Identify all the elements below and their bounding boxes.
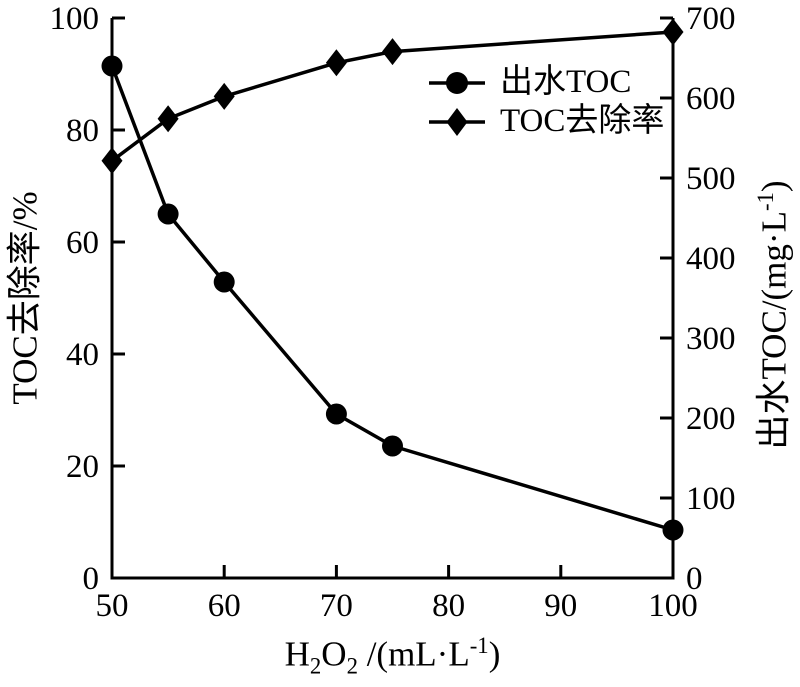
x-tick-label: 50 bbox=[96, 588, 129, 624]
x-axis-title: H2O2 /(mL·L-1) bbox=[284, 633, 501, 679]
y-left-tick-label: 60 bbox=[66, 225, 99, 261]
x-axis-title-text: H bbox=[284, 634, 310, 674]
y-left-tick-label: 80 bbox=[66, 113, 99, 149]
y-left-tick-label: 20 bbox=[66, 449, 99, 485]
y-right-tick-label: 200 bbox=[686, 401, 736, 437]
data-point-circle bbox=[213, 271, 235, 293]
x-tick-label: 100 bbox=[648, 588, 698, 624]
y-right-tick-label: 300 bbox=[686, 321, 736, 357]
data-point-diamond bbox=[382, 38, 403, 66]
data-point-diamond bbox=[157, 105, 179, 133]
y-right-tick-label: 400 bbox=[686, 241, 736, 277]
data-point-circle bbox=[662, 519, 684, 541]
legend-item-toc-removal: TOC去除率 bbox=[428, 105, 664, 138]
x-tick-label: 90 bbox=[544, 588, 577, 624]
x-tick-label: 80 bbox=[432, 588, 465, 624]
data-point-circle bbox=[101, 55, 123, 77]
data-point-circle bbox=[157, 203, 179, 225]
data-point-diamond bbox=[662, 18, 684, 46]
data-point-diamond bbox=[213, 82, 235, 110]
legend-diamond-marker-icon bbox=[429, 107, 485, 136]
legend: 出水TOC TOC去除率 bbox=[428, 66, 664, 138]
y-right-tick-label: 500 bbox=[686, 161, 736, 197]
axis-spines bbox=[110, 18, 675, 580]
series-line-circle bbox=[110, 65, 674, 532]
x-tick-label: 60 bbox=[208, 588, 241, 624]
legend-item-label: 出水TOC bbox=[500, 64, 632, 100]
data-point-circle bbox=[325, 403, 347, 425]
y-right-tick-label: 0 bbox=[686, 561, 703, 597]
data-point-circle bbox=[382, 435, 403, 457]
data-point-diamond bbox=[325, 49, 347, 77]
x-tick-label: 70 bbox=[320, 588, 353, 624]
y-right-tick-label: 600 bbox=[686, 81, 736, 117]
y-right-tick-label: 100 bbox=[686, 481, 736, 517]
legend-circle-marker-icon bbox=[429, 71, 485, 94]
left-axis-title: TOC去除率/% bbox=[5, 191, 45, 405]
right-axis-title: 出水TOC/(mg·L-1) bbox=[752, 180, 794, 450]
y-left-tick-label: 40 bbox=[66, 337, 99, 373]
y-right-tick-label: 700 bbox=[686, 1, 736, 37]
y-left-tick-label: 0 bbox=[83, 561, 100, 597]
y-left-tick-label: 100 bbox=[50, 1, 100, 37]
legend-item-effluent-toc: 出水TOC bbox=[428, 66, 664, 99]
legend-item-label: TOC去除率 bbox=[500, 103, 665, 139]
data-point-diamond bbox=[101, 147, 123, 175]
series-line-diamond bbox=[110, 30, 674, 163]
